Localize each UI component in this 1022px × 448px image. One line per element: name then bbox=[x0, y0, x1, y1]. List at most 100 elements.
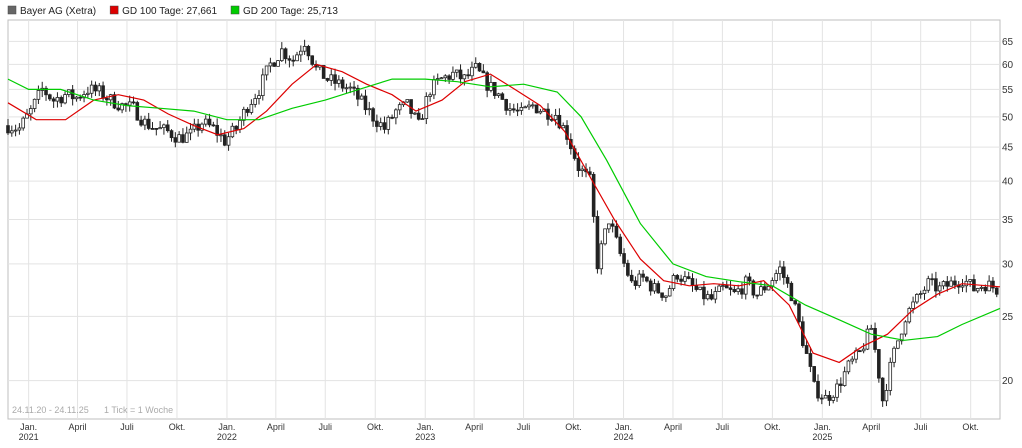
candle-body bbox=[850, 358, 855, 362]
price-candle bbox=[603, 228, 607, 246]
candle-body bbox=[500, 93, 505, 100]
candle-body bbox=[660, 292, 664, 298]
candle-body bbox=[253, 98, 257, 105]
candle-body bbox=[899, 333, 904, 342]
candle-body bbox=[143, 118, 147, 126]
candle-body bbox=[462, 74, 467, 80]
candle-body bbox=[648, 280, 653, 292]
candle-body bbox=[724, 285, 729, 289]
candle-body bbox=[557, 114, 562, 129]
candle-body bbox=[386, 116, 391, 130]
price-candle bbox=[447, 74, 451, 84]
candle-body bbox=[447, 75, 451, 80]
price-candle bbox=[903, 320, 908, 337]
x-tick-year: 2024 bbox=[614, 432, 634, 442]
candle-body bbox=[405, 99, 410, 103]
price-candle bbox=[249, 99, 254, 115]
candle-body bbox=[827, 395, 832, 401]
candle-body bbox=[781, 266, 786, 278]
price-candle bbox=[470, 61, 474, 82]
price-candle bbox=[413, 111, 417, 116]
price-candle bbox=[253, 93, 257, 108]
candle-body bbox=[29, 108, 33, 115]
candle-body bbox=[911, 301, 915, 309]
price-candle bbox=[918, 290, 923, 299]
candle-body bbox=[538, 110, 543, 114]
candle-body bbox=[165, 124, 170, 132]
candle-body bbox=[86, 92, 90, 95]
candle-body bbox=[59, 97, 64, 104]
price-candle bbox=[63, 91, 67, 105]
x-tick-label: Okt. bbox=[565, 422, 582, 432]
candle-body bbox=[496, 93, 501, 96]
price-candle bbox=[112, 91, 117, 110]
price-candle bbox=[743, 274, 748, 300]
price-candle bbox=[10, 125, 14, 137]
candle-body bbox=[416, 112, 421, 120]
price-candle bbox=[333, 68, 337, 91]
candle-body bbox=[89, 84, 94, 94]
price-candle bbox=[949, 276, 953, 287]
candle-body bbox=[371, 108, 375, 122]
candle-body bbox=[907, 308, 912, 323]
price-candle bbox=[519, 102, 524, 115]
candle-body bbox=[645, 276, 649, 282]
candle-body bbox=[329, 74, 334, 81]
y-tick-label: 50 bbox=[1002, 112, 1014, 123]
price-candle bbox=[610, 219, 615, 233]
candle-body bbox=[234, 125, 238, 130]
candle-body bbox=[283, 48, 288, 60]
candle-body bbox=[713, 291, 718, 300]
price-candle bbox=[55, 92, 60, 108]
price-candle bbox=[21, 116, 26, 131]
x-tick-label: Okt. bbox=[169, 422, 186, 432]
price-candle bbox=[29, 105, 33, 121]
candle-body bbox=[226, 136, 231, 146]
price-candle bbox=[926, 275, 931, 293]
price-candle bbox=[736, 284, 740, 295]
candle-body bbox=[667, 288, 672, 297]
candle-body bbox=[291, 59, 296, 62]
candle-body bbox=[375, 120, 379, 127]
price-candle bbox=[371, 106, 375, 127]
price-candle bbox=[599, 240, 604, 275]
candle-body bbox=[778, 266, 782, 274]
candle-body bbox=[390, 116, 394, 119]
price-candle bbox=[165, 120, 170, 133]
price-candle bbox=[721, 281, 725, 291]
candle-body bbox=[101, 85, 105, 99]
candle-body bbox=[690, 278, 695, 286]
price-candle bbox=[823, 389, 828, 399]
candle-body bbox=[637, 273, 642, 286]
price-candle bbox=[268, 57, 273, 73]
price-candle bbox=[538, 108, 543, 115]
x-tick-label: Juli bbox=[517, 422, 531, 432]
candle-body bbox=[211, 124, 216, 127]
price-candle bbox=[945, 276, 950, 292]
candle-body bbox=[808, 353, 813, 367]
candle-body bbox=[534, 104, 539, 114]
tick-interval-note: 1 Tick = 1 Woche bbox=[104, 405, 173, 415]
candle-body bbox=[679, 278, 683, 282]
candle-body bbox=[356, 87, 360, 100]
price-candle bbox=[234, 125, 238, 135]
price-candle bbox=[804, 340, 809, 354]
price-candle bbox=[135, 100, 140, 121]
candle-body bbox=[751, 280, 756, 296]
price-candle bbox=[527, 100, 531, 110]
candle-body bbox=[337, 79, 341, 84]
candle-body bbox=[481, 70, 486, 74]
price-candle bbox=[960, 278, 965, 292]
price-candle bbox=[713, 286, 718, 304]
price-candle bbox=[283, 47, 288, 64]
price-candle bbox=[831, 395, 836, 404]
candle-body bbox=[135, 102, 140, 121]
candle-body bbox=[131, 101, 136, 104]
price-candle bbox=[359, 93, 364, 100]
candle-body bbox=[97, 85, 102, 92]
legend-label: GD 100 Tage: 27,661 bbox=[122, 6, 217, 17]
candle-body bbox=[394, 109, 398, 119]
price-candle bbox=[36, 85, 41, 104]
candle-body bbox=[299, 50, 303, 56]
